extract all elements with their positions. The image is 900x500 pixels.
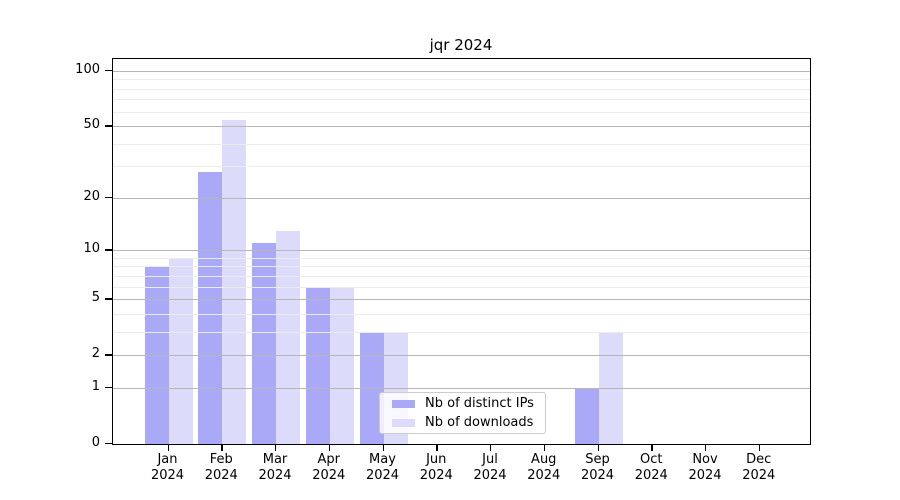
y-tick-label: 2 [91, 346, 100, 362]
legend-label-distinct-ips: Nb of distinct IPs [425, 396, 534, 411]
legend-swatch-distinct-ips [392, 399, 415, 408]
gridline-minor [113, 79, 810, 81]
x-tick-mark [651, 444, 653, 451]
bar-distinct-ips-feb [198, 171, 223, 444]
x-tick-mark [167, 444, 169, 451]
x-tick-label: Sep 2024 [580, 452, 615, 483]
gridline-minor [113, 99, 810, 101]
y-tick-label: 50 [83, 117, 100, 133]
y-tick-label: 20 [83, 188, 100, 204]
y-tick-mark [105, 70, 112, 72]
y-tick-label: 100 [75, 62, 100, 77]
bar-downloads-apr [329, 286, 354, 444]
x-tick-label: Nov 2024 [688, 452, 722, 483]
gridline-minor [113, 166, 810, 168]
y-tick-label: 0 [91, 435, 100, 450]
x-tick-mark [490, 444, 492, 451]
x-tick-mark [328, 444, 331, 451]
gridline-major [113, 387, 810, 389]
y-tick-label: 10 [83, 241, 100, 257]
gridline-major [113, 299, 810, 301]
gridline-minor [113, 143, 810, 145]
gridline-minor [113, 331, 810, 333]
x-tick-label: Oct 2024 [634, 452, 668, 483]
legend-label-downloads: Nb of downloads [425, 415, 534, 430]
gridline-major [113, 355, 810, 357]
x-tick-label: Jan 2024 [150, 452, 185, 483]
y-tick-mark [105, 125, 112, 127]
x-tick-label: Apr 2024 [312, 452, 346, 483]
x-tick-mark [543, 444, 546, 451]
gridline-minor [113, 266, 810, 268]
gridline-major [113, 250, 810, 252]
plot-area [112, 58, 811, 445]
gridline-major [113, 71, 810, 72]
x-tick-mark [221, 444, 223, 451]
x-tick-mark [758, 444, 761, 451]
gridline-major [113, 126, 810, 128]
bar-distinct-ips-sep [574, 387, 599, 444]
x-tick-mark [436, 444, 438, 451]
y-tick-mark [105, 443, 112, 445]
legend-swatch-downloads [392, 418, 415, 427]
y-tick-mark [105, 196, 112, 199]
y-tick-label: 1 [91, 378, 100, 394]
y-tick-label: 5 [91, 290, 100, 306]
gridline-minor [113, 88, 810, 90]
x-tick-label: Jul 2024 [473, 452, 507, 483]
legend-item-distinct-ips: Nb of distinct IPs [380, 396, 545, 411]
gridline-minor [113, 286, 810, 288]
legend: Nb of distinct IPs Nb of downloads [379, 392, 546, 434]
x-tick-label: Aug 2024 [527, 452, 561, 483]
x-tick-label: Feb 2024 [204, 452, 238, 483]
x-tick-mark [705, 444, 707, 451]
gridline-minor [113, 275, 810, 277]
bar-distinct-ips-apr [305, 286, 330, 444]
x-tick-label: May 2024 [365, 452, 400, 483]
gridline-minor [113, 111, 810, 113]
y-tick-mark [105, 386, 112, 389]
x-tick-mark [597, 444, 599, 451]
x-tick-label: Jun 2024 [419, 452, 453, 483]
bar-downloads-feb [222, 120, 247, 444]
gridline-minor [113, 313, 810, 315]
legend-item-downloads: Nb of downloads [380, 415, 545, 430]
y-tick-mark [105, 298, 112, 300]
x-tick-mark [275, 444, 277, 451]
y-tick-mark [105, 354, 112, 356]
x-tick-mark [382, 444, 384, 451]
bar-distinct-ips-mar [252, 243, 276, 444]
gridline-minor [113, 257, 810, 259]
gridline-major [113, 197, 810, 199]
x-tick-label: Mar 2024 [258, 452, 292, 483]
bar-downloads-jan [168, 257, 193, 444]
x-tick-label: Dec 2024 [742, 452, 776, 483]
y-tick-mark [105, 249, 112, 251]
bar-downloads-mar [276, 230, 300, 444]
chart-title: jqr 2024 [429, 36, 493, 54]
